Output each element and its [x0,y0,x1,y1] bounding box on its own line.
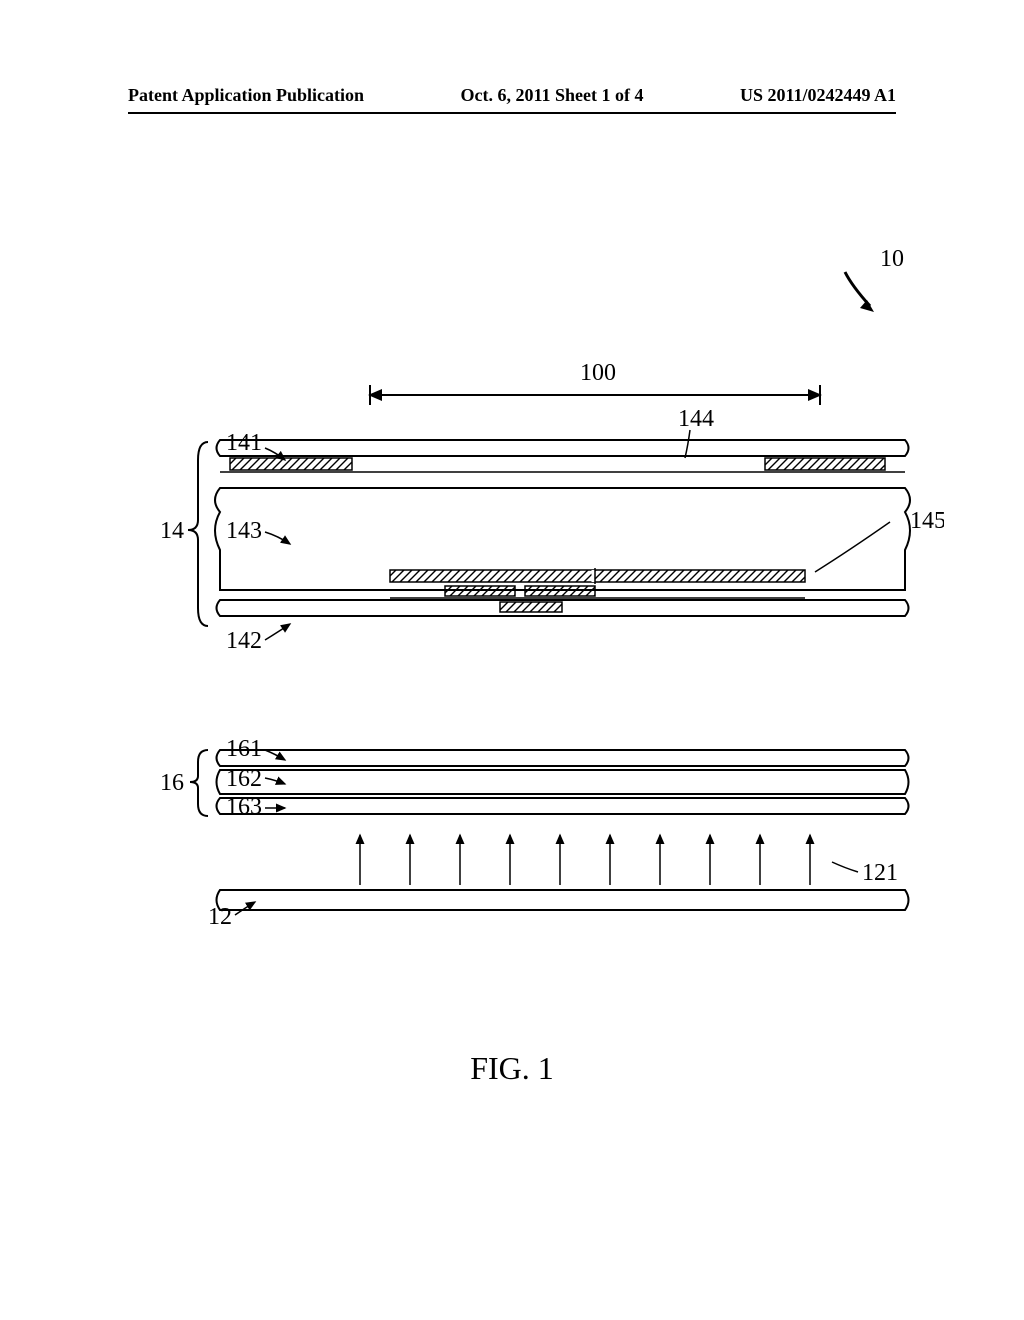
figure-caption: FIG. 1 [0,1050,1024,1087]
layer-12 [217,835,909,915]
svg-text:141: 141 [226,430,262,456]
header-left: Patent Application Publication [128,85,364,106]
svg-text:162: 162 [226,766,262,792]
svg-text:145: 145 [910,508,944,534]
assembly-16 [217,750,909,814]
svg-text:161: 161 [226,736,262,762]
page-header: Patent Application Publication Oct. 6, 2… [0,85,1024,114]
header-center: Oct. 6, 2011 Sheet 1 of 4 [461,85,644,106]
svg-text:144: 144 [678,406,714,432]
svg-text:10: 10 [880,246,904,272]
svg-text:143: 143 [226,518,262,544]
ref-10 [845,272,874,312]
header-rule [128,112,896,114]
svg-text:14: 14 [160,518,184,544]
svg-text:142: 142 [226,628,262,654]
svg-text:12: 12 [208,904,232,930]
header-right: US 2011/0242449 A1 [740,85,896,106]
figure-diagram: 10 100 144 14 141 143 142 145 16 161 162… [80,230,944,1080]
svg-text:100: 100 [580,360,616,386]
svg-text:121: 121 [862,860,898,886]
dim-100 [370,385,820,405]
assembly-14 [215,430,910,616]
svg-text:163: 163 [226,794,262,820]
svg-text:16: 16 [160,770,184,796]
arrows-121 [360,835,810,885]
